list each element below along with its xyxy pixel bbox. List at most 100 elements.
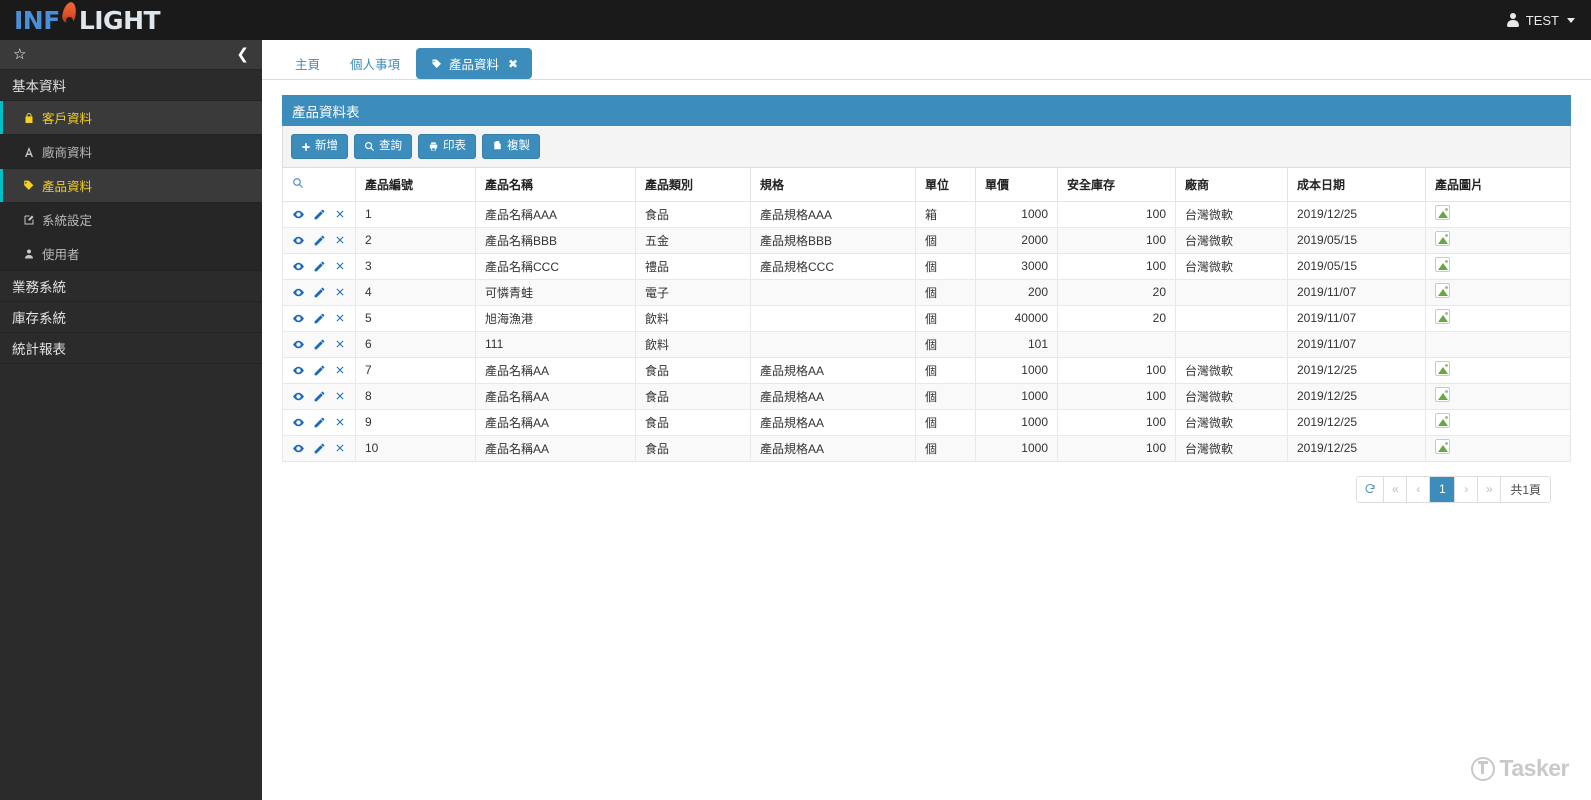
table-row[interactable]: 2 產品名稱BBB 五金 產品規格BBB 個 2000 100 台灣微軟 2019/05/15	[282, 226, 1571, 254]
user-menu[interactable]: TEST	[1507, 13, 1591, 28]
cell-vendor	[1175, 278, 1288, 306]
app-logo[interactable]: INF LIGHT	[0, 0, 161, 40]
sidebar-group-inventory-system[interactable]: 庫存系統	[0, 302, 262, 333]
table-row[interactable]: 9 產品名稱AA 食品 產品規格AA 個 1000 100 台灣微軟 2019/12/25	[282, 408, 1571, 436]
delete-icon[interactable]	[334, 338, 346, 350]
sidebar-item-users[interactable]: 使用者	[0, 237, 262, 271]
cell-unit: 個	[915, 382, 976, 410]
view-icon[interactable]	[292, 208, 305, 221]
sidebar-item-product-data[interactable]: 產品資料	[0, 169, 262, 203]
table-row[interactable]: 8 產品名稱AA 食品 產品規格AA 個 1000 100 台灣微軟 2019/12/25	[282, 382, 1571, 410]
sidebar-item-vendor-data[interactable]: 廠商資料	[0, 135, 262, 169]
sidebar-item-customer-data[interactable]: 客戶資料	[0, 101, 262, 135]
cell-unit: 個	[915, 434, 976, 462]
edit-icon[interactable]	[313, 416, 326, 429]
column-header-product-name[interactable]: 產品名稱	[475, 168, 636, 202]
delete-icon[interactable]	[334, 234, 346, 246]
edit-icon[interactable]	[313, 390, 326, 403]
cell-unit: 個	[915, 408, 976, 436]
edit-icon[interactable]	[313, 260, 326, 273]
sidebar-group-label: 基本資料	[12, 79, 66, 94]
chevron-left-icon[interactable]: ❮	[236, 46, 249, 63]
add-button[interactable]: 新增	[291, 134, 348, 159]
cell-vendor	[1175, 304, 1288, 332]
column-header-product-id[interactable]: 產品編號	[355, 168, 476, 202]
view-icon[interactable]	[292, 390, 305, 403]
search-button[interactable]: 查詢	[354, 134, 412, 159]
tab-personal-matters[interactable]: 個人事項	[336, 48, 414, 79]
cell-unit: 個	[915, 252, 976, 280]
star-icon[interactable]: ☆	[13, 46, 27, 63]
view-icon[interactable]	[292, 442, 305, 455]
table-row[interactable]: 4 可憐青蛙 電子 個 200 20 2019/11/07	[282, 278, 1571, 306]
view-icon[interactable]	[292, 312, 305, 325]
delete-icon[interactable]	[334, 416, 346, 428]
cell-spec: 產品規格AA	[750, 434, 916, 462]
delete-icon[interactable]	[334, 364, 346, 376]
cell-product-category: 飲料	[635, 330, 751, 358]
column-header-cost-date[interactable]: 成本日期	[1287, 168, 1426, 202]
edit-icon[interactable]	[313, 442, 326, 455]
page-number-1[interactable]: 1	[1430, 476, 1456, 502]
broken-image-icon	[1435, 387, 1450, 402]
table-row[interactable]: 6 111 飲料 個 101 2019/11/07	[282, 330, 1571, 358]
delete-icon[interactable]	[334, 260, 346, 272]
view-icon[interactable]	[292, 234, 305, 247]
tab-product-data[interactable]: 產品資料 ✖	[416, 48, 533, 79]
print-button[interactable]: 印表	[418, 134, 476, 159]
edit-icon[interactable]	[313, 234, 326, 247]
refresh-button[interactable]	[1357, 476, 1385, 502]
last-page-button[interactable]: »	[1478, 476, 1502, 502]
cell-unit: 個	[915, 356, 976, 384]
table-row[interactable]: 5 旭海漁港 飲料 個 40000 20 2019/11/07	[282, 304, 1571, 332]
cell-unit: 個	[915, 330, 976, 358]
sidebar-group-statistics-report[interactable]: 統計報表	[0, 333, 262, 364]
cell-vendor: 台灣微軟	[1175, 200, 1288, 228]
column-header-unit[interactable]: 單位	[915, 168, 976, 202]
edit-icon[interactable]	[313, 364, 326, 377]
sidebar-group-basic-data[interactable]: 基本資料	[0, 70, 262, 101]
delete-icon[interactable]	[334, 286, 346, 298]
column-header-price[interactable]: 單價	[975, 168, 1058, 202]
view-icon[interactable]	[292, 338, 305, 351]
column-header-safety-stock[interactable]: 安全庫存	[1057, 168, 1176, 202]
edit-icon[interactable]	[313, 208, 326, 221]
delete-icon[interactable]	[334, 442, 346, 454]
view-icon[interactable]	[292, 286, 305, 299]
column-header-product-image[interactable]: 產品圖片	[1425, 168, 1571, 202]
close-icon[interactable]: ✖	[508, 56, 519, 71]
edit-icon[interactable]	[313, 312, 326, 325]
tab-home[interactable]: 主頁	[281, 48, 334, 79]
table-row[interactable]: 10 產品名稱AA 食品 產品規格AA 個 1000 100 台灣微軟 2019/12/25	[282, 434, 1571, 462]
delete-icon[interactable]	[334, 390, 346, 402]
view-icon[interactable]	[292, 416, 305, 429]
column-header-search[interactable]	[282, 168, 356, 202]
cell-product-id: 1	[355, 200, 476, 228]
column-header-vendor[interactable]: 廠商	[1175, 168, 1288, 202]
sidebar-item-label: 廠商資料	[42, 146, 93, 160]
table-row[interactable]: 1 產品名稱AAA 食品 產品規格AAA 箱 1000 100 台灣微軟 2019/12/25	[282, 200, 1571, 228]
lock-icon	[22, 111, 35, 124]
table-row[interactable]: 7 產品名稱AA 食品 產品規格AA 個 1000 100 台灣微軟 2019/12/25	[282, 356, 1571, 384]
first-page-button[interactable]: «	[1384, 476, 1408, 502]
cell-product-category: 食品	[635, 356, 751, 384]
cell-product-name: 產品名稱AA	[475, 356, 636, 384]
delete-icon[interactable]	[334, 208, 346, 220]
prev-page-button[interactable]: ‹	[1407, 476, 1431, 502]
sidebar-item-system-settings[interactable]: 系統設定	[0, 203, 262, 237]
cell-safety-stock: 20	[1057, 304, 1176, 332]
view-icon[interactable]	[292, 260, 305, 273]
edit-icon[interactable]	[313, 286, 326, 299]
table-row[interactable]: 3 產品名稱CCC 禮品 產品規格CCC 個 3000 100 台灣微軟 2019/05/15	[282, 252, 1571, 280]
edit-icon[interactable]	[313, 338, 326, 351]
broken-image-icon	[1435, 361, 1450, 376]
cell-product-id: 9	[355, 408, 476, 436]
delete-icon[interactable]	[334, 312, 346, 324]
view-icon[interactable]	[292, 364, 305, 377]
column-header-product-category[interactable]: 產品類別	[635, 168, 751, 202]
sidebar-group-business-system[interactable]: 業務系統	[0, 271, 262, 302]
column-header-spec[interactable]: 規格	[750, 168, 916, 202]
copy-button[interactable]: 複製	[482, 134, 540, 159]
broken-image-icon	[1435, 205, 1450, 220]
next-page-button[interactable]: ›	[1455, 476, 1479, 502]
